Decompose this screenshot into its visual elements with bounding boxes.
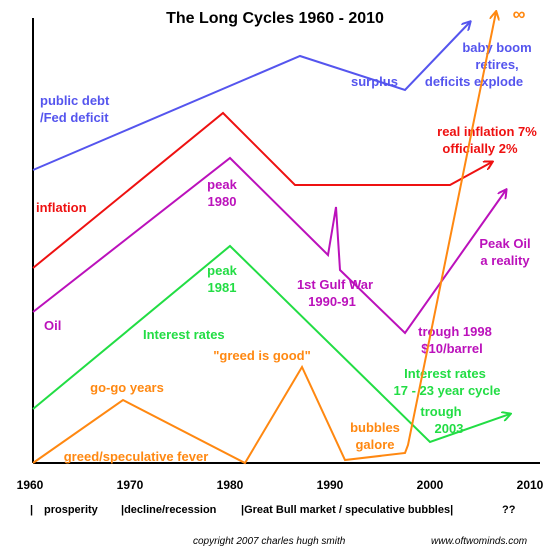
peak-1981-line2: 1981 [208, 280, 237, 295]
trough-2003-line2: 2003 [435, 421, 464, 436]
greed-is-good-label: "greed is good" [213, 348, 311, 363]
debt-label-line2: /Fed deficit [40, 110, 109, 125]
peak-1981-line1: peak [207, 263, 237, 278]
baby-boom-line3: deficits explode [425, 74, 523, 89]
real-inflation-line1: real inflation 7% [437, 124, 537, 139]
tick-1960: 1960 [17, 478, 44, 492]
cycle-line1: Interest rates [404, 366, 486, 381]
speculative-fever-line [32, 12, 496, 465]
era-unknown: ?? [502, 504, 516, 516]
tick-2000: 2000 [417, 478, 444, 492]
era-separator-start: | [30, 504, 33, 516]
real-inflation-line2: officially 2% [442, 141, 518, 156]
infinity-symbol: ∞ [513, 4, 526, 24]
trough-2003-line1: trough [420, 404, 461, 419]
cycle-line2: 17 - 23 year cycle [394, 383, 501, 398]
diagram-title: The Long Cycles 1960 - 2010 [166, 10, 384, 27]
tick-2010: 2010 [517, 478, 544, 492]
baby-boom-line2: retires, [475, 57, 518, 72]
tick-1970: 1970 [117, 478, 144, 492]
baby-boom-line1: baby boom [462, 40, 531, 55]
peak-oil-line2: a reality [480, 253, 530, 268]
peak-1980-line1: peak [207, 177, 237, 192]
copyright-text: copyright 2007 charles hugh smith [193, 536, 346, 547]
inflation-label: inflation [36, 200, 87, 215]
inflation-line [32, 111, 492, 269]
oil-label: Oil [44, 318, 61, 333]
bubbles-line2: galore [355, 437, 394, 452]
surplus-label: surplus [351, 74, 398, 89]
gulf-war-line1: 1st Gulf War [297, 277, 373, 292]
website-text: www.oftwominds.com [431, 536, 527, 547]
trough-1998-line1: trough 1998 [418, 324, 492, 339]
oil-line [32, 156, 506, 335]
greed-speculative-label: greed/speculative fever [64, 449, 209, 464]
interest-rates-label: Interest rates [143, 327, 225, 342]
debt-line [32, 22, 470, 171]
bubbles-line1: bubbles [350, 420, 400, 435]
tick-1990: 1990 [317, 478, 344, 492]
trough-1998-line2: $10/barrel [421, 341, 482, 356]
era-prosperity: prosperity [44, 504, 99, 516]
gulf-war-line2: 1990-91 [308, 294, 356, 309]
interest-rates-line [32, 244, 510, 444]
go-go-years-label: go-go years [90, 380, 164, 395]
era-decline: |decline/recession [121, 504, 217, 516]
debt-label-line1: public debt [40, 93, 110, 108]
era-bull-market: |Great Bull market / speculative bubbles… [241, 504, 453, 516]
peak-1980-line2: 1980 [208, 194, 237, 209]
tick-1980: 1980 [217, 478, 244, 492]
peak-oil-line1: Peak Oil [479, 236, 530, 251]
